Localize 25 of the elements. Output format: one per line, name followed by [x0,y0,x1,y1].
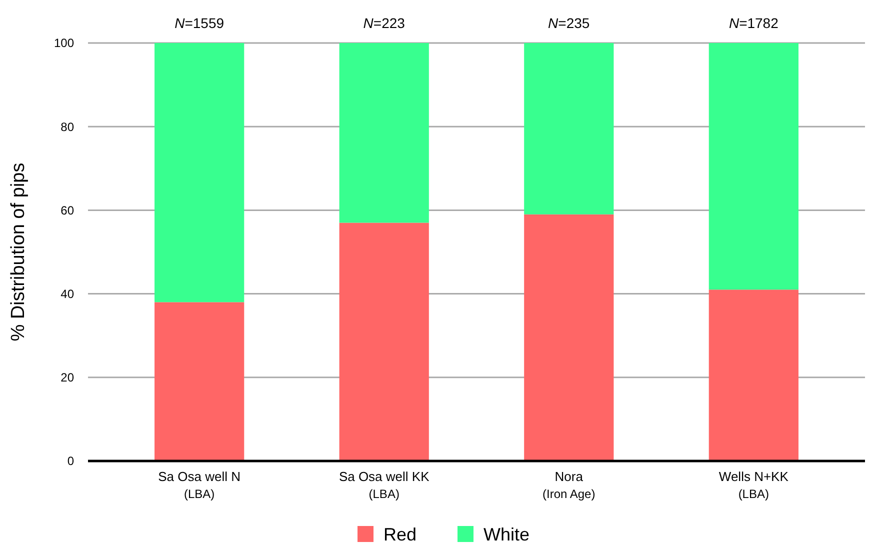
bar [339,43,429,223]
legend-label: White [484,524,530,544]
y-tick-label: 80 [60,120,74,134]
y-tick-label: 60 [60,203,74,218]
x-tick-label: Sa Osa well KK (LBA) [338,469,430,501]
annotation: N=223 [363,15,406,31]
y-tick-label: 0 [67,454,74,468]
y-tick-label: 100 [54,36,74,50]
bar [524,43,614,214]
bar [524,214,614,461]
annotation: N=1559 [174,15,224,31]
legend-label: Red [384,524,417,544]
x-tick-label: Wells N+KK (LBA) [718,469,789,501]
annotation: N=235 [548,15,590,31]
bar [339,222,429,461]
bar [154,43,244,302]
y-tick-label: 20 [60,370,74,385]
y-axis-title: % Distribution of pips [8,162,29,342]
annotation: N=1782 [728,15,779,31]
x-tick-label: Nora (Iron Age) [542,469,596,501]
bar [154,302,244,461]
y-tick-label: 40 [60,287,74,301]
x-tick-label: Sa Osa well N (LBA) [158,469,241,501]
bar [708,290,798,461]
bar [708,43,798,290]
